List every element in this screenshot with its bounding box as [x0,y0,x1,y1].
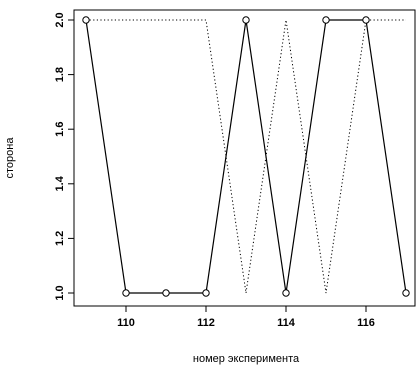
y-tick-label: 1.6 [54,122,66,137]
data-point [402,289,410,297]
data-point [362,16,370,24]
data-point [242,16,250,24]
x-tick-label: 114 [277,317,296,329]
data-point [122,289,130,297]
data-point [282,289,290,297]
x-tick-label: 116 [357,317,375,329]
plot-frame [73,9,416,307]
x-axis-label: номер эксперимента [193,353,300,365]
data-point [162,289,170,297]
y-tick-label: 1.4 [54,175,66,191]
data-point [322,16,330,24]
y-axis-label: сторона [4,137,16,179]
data-point [82,16,90,24]
data-point [202,289,210,297]
y-tick-label: 1.8 [54,67,66,82]
x-tick-label: 110 [117,317,135,329]
series-line-1 [85,19,407,294]
y-tick-label: 1.2 [54,231,66,246]
y-tick-label: 1.0 [54,285,66,300]
series-line-2 [86,19,406,294]
y-tick-label: 2.0 [54,12,66,27]
x-tick-label: 112 [197,317,215,329]
